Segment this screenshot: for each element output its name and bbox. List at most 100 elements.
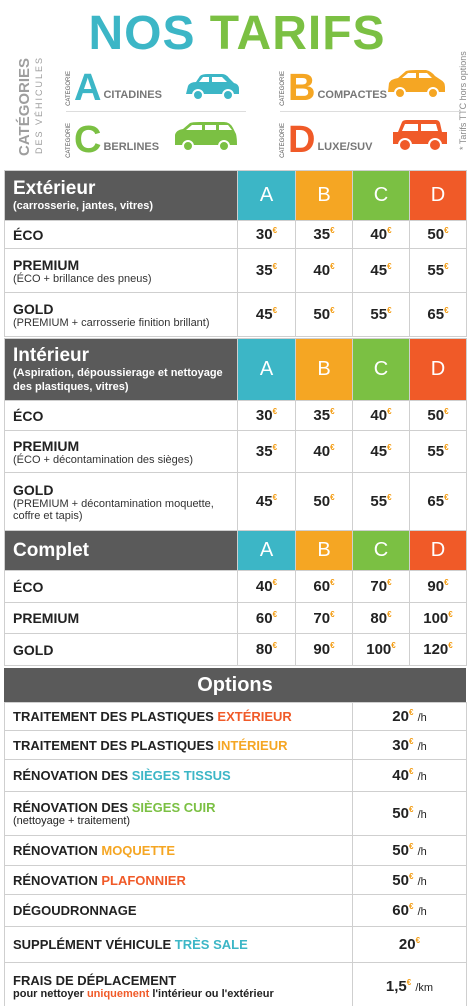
price-cell: 45€ xyxy=(237,472,296,531)
option-price: 50€ /h xyxy=(352,791,467,836)
option-price: 30€ /h xyxy=(352,730,467,760)
option-row: DÉGOUDRONNAGE 60€ /h xyxy=(4,894,467,927)
col-header-b: B xyxy=(295,170,353,221)
option-row: RÉNOVATION DES SIÈGES CUIR (nettoyage + t… xyxy=(4,791,467,836)
suv-icon xyxy=(393,120,447,152)
title-word-2: TARIFS xyxy=(209,7,386,60)
title-word-1: NOS xyxy=(88,7,196,60)
table-row: PREMIUM 60€ 70€ 80€ 100€ xyxy=(4,602,467,634)
option-price: 40€ /h xyxy=(352,759,467,792)
section-title: Intérieur xyxy=(13,345,90,367)
price-cell: 35€ xyxy=(295,400,353,431)
section-title: Complet xyxy=(13,539,89,561)
price-cell: 35€ xyxy=(237,430,296,473)
col-header-d: D xyxy=(409,170,467,221)
section-exterieur: Extérieur (carrosserie, jantes, vitres) A… xyxy=(4,170,467,337)
option-price: 1,5€ /km xyxy=(352,962,467,1006)
price-cell: 35€ xyxy=(295,220,353,249)
price-cell: 40€ xyxy=(352,400,410,431)
option-price: 50€ /h xyxy=(352,835,467,866)
category-a-small: CATÉGORIE xyxy=(66,70,72,106)
option-price: 60€ /h xyxy=(352,894,467,927)
table-row: ÉCO 30€ 35€ 40€ 50€ xyxy=(4,400,467,431)
price-cell: 30€ xyxy=(237,400,296,431)
price-cell: 55€ xyxy=(352,472,410,531)
col-header-a: A xyxy=(237,170,296,221)
price-cell: 45€ xyxy=(352,248,410,293)
category-d-letter: D xyxy=(288,119,316,161)
category-c-name: BERLINES xyxy=(103,141,160,153)
price-cell: 55€ xyxy=(409,430,467,473)
section-subtitle: (Aspiration, dépoussierage et nettoyage … xyxy=(13,367,223,393)
option-label: RÉNOVATION MOQUETTE xyxy=(4,835,353,866)
price-cell: 55€ xyxy=(409,248,467,293)
price-cell: 80€ xyxy=(237,633,296,666)
price-cell: 100€ xyxy=(409,602,467,634)
page-title: NOS TARIFS xyxy=(0,6,474,61)
section-header: Extérieur (carrosserie, jantes, vitres) A… xyxy=(4,170,467,221)
table-row: ÉCO 40€ 60€ 70€ 90€ xyxy=(4,570,467,603)
category-b-name: COMPACTES xyxy=(317,89,387,101)
option-label: TRAITEMENT DES PLASTIQUES INTÉRIEUR xyxy=(4,730,353,760)
option-label: SUPPLÉMENT VÉHICULE TRÈS SALE xyxy=(4,926,353,963)
category-c-letter: C xyxy=(74,119,102,161)
table-row: GOLD 80€ 90€ 100€ 120€ xyxy=(4,633,467,666)
category-c: CATÉGORIE C BERLINES xyxy=(66,120,246,160)
row-label: ÉCO xyxy=(4,570,238,603)
section-complet: Complet A B C D ÉCO 40€ 60€ 70€ 90€ PREM… xyxy=(4,530,467,666)
category-a-letter: A xyxy=(74,67,102,109)
table-row: PREMIUM (ÉCO + décontamination des sièges… xyxy=(4,430,467,473)
price-cell: 35€ xyxy=(237,248,296,293)
col-header-d: D xyxy=(409,530,467,571)
section-header: Complet A B C D xyxy=(4,530,467,571)
option-row: RÉNOVATION DES SIÈGES TISSUS 40€ /h xyxy=(4,759,467,792)
price-cell: 60€ xyxy=(295,570,353,603)
category-separator xyxy=(66,111,246,112)
price-cell: 65€ xyxy=(409,292,467,337)
category-separator xyxy=(280,111,460,112)
option-row: SUPPLÉMENT VÉHICULE TRÈS SALE 20€ xyxy=(4,926,467,963)
section-subtitle: (carrosserie, jantes, vitres) xyxy=(13,199,154,212)
category-a-name: CITADINES xyxy=(103,89,162,101)
options-table: TRAITEMENT DES PLASTIQUES EXTÉRIEUR 20€ … xyxy=(4,702,467,1006)
option-label: TRAITEMENT DES PLASTIQUES EXTÉRIEUR xyxy=(4,702,353,731)
section-header: Intérieur (Aspiration, dépoussierage et n… xyxy=(4,338,467,401)
price-cell: 120€ xyxy=(409,633,467,666)
category-b-letter: B xyxy=(288,67,316,109)
price-cell: 100€ xyxy=(352,633,410,666)
option-label: DÉGOUDRONNAGE xyxy=(4,894,353,927)
price-cell: 45€ xyxy=(237,292,296,337)
option-label: RÉNOVATION DES SIÈGES CUIR (nettoyage + t… xyxy=(4,791,353,836)
option-row: TRAITEMENT DES PLASTIQUES EXTÉRIEUR 20€ … xyxy=(4,702,467,731)
category-d-small: CATÉGORIE xyxy=(280,122,286,158)
price-cell: 90€ xyxy=(295,633,353,666)
table-row: GOLD (PREMIUM + décontamination moquette,… xyxy=(4,472,467,531)
col-header-d: D xyxy=(409,338,467,401)
col-header-a: A xyxy=(237,338,296,401)
option-row: FRAIS DE DÉPLACEMENT pour nettoyer unique… xyxy=(4,962,467,1006)
car-icon xyxy=(388,70,445,99)
price-cell: 55€ xyxy=(352,292,410,337)
row-label: GOLD xyxy=(4,633,238,666)
price-cell: 50€ xyxy=(295,472,353,531)
price-cell: 70€ xyxy=(295,602,353,634)
category-d: CATÉGORIE D LUXE/SUV xyxy=(280,120,460,160)
price-cell: 50€ xyxy=(295,292,353,337)
categories-label-sub: DES VÉHICULES xyxy=(34,55,44,154)
option-label: FRAIS DE DÉPLACEMENT pour nettoyer unique… xyxy=(4,962,353,1006)
table-row: PREMIUM (ÉCO + brillance des pneus) 35€ 4… xyxy=(4,248,467,293)
category-b-small: CATÉGORIE xyxy=(280,70,286,106)
car-icon xyxy=(186,74,239,101)
row-label: GOLD (PREMIUM + décontamination moquette,… xyxy=(4,472,238,531)
price-cell: 50€ xyxy=(409,220,467,249)
option-label: RÉNOVATION DES SIÈGES TISSUS xyxy=(4,759,353,792)
price-cell: 80€ xyxy=(352,602,410,634)
col-header-a: A xyxy=(237,530,296,571)
price-cell: 40€ xyxy=(352,220,410,249)
category-b: CATÉGORIE B COMPACTES xyxy=(280,68,460,108)
price-cell: 65€ xyxy=(409,472,467,531)
category-c-small: CATÉGORIE xyxy=(66,122,72,158)
price-cell: 45€ xyxy=(352,430,410,473)
option-label: RÉNOVATION PLAFONNIER xyxy=(4,865,353,895)
option-row: RÉNOVATION MOQUETTE 50€ /h xyxy=(4,835,467,866)
